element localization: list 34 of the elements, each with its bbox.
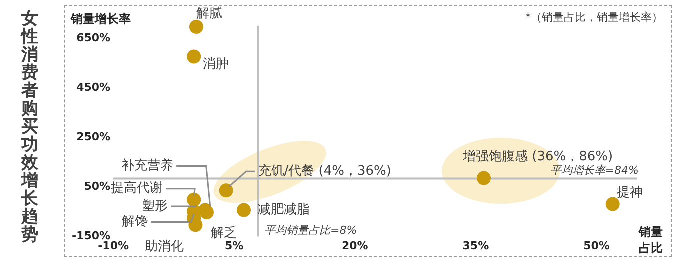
annotation: 增强饱腹感 (36%，86%) — [462, 150, 614, 165]
annotation: 助消化 — [145, 240, 184, 255]
x-tick-label: 35% — [462, 239, 490, 252]
y-tick-label: 250% — [76, 130, 111, 144]
x-axis-title: 销量占比 — [638, 224, 663, 255]
x-tick-label: 5% — [225, 239, 244, 252]
annotation: 解乏 — [210, 226, 237, 241]
annotation: 提高代谢 — [111, 180, 164, 196]
point — [188, 218, 203, 232]
annotation: 提神 — [616, 186, 643, 201]
point — [189, 20, 204, 34]
point — [606, 197, 620, 212]
ref-line-label: 平均增长率=84% — [550, 164, 639, 177]
y-axis-title: 销量增长率 — [70, 12, 131, 26]
annotation: 充饥/代餐 (4%，36%) — [258, 164, 392, 180]
x-tick-label: 50% — [584, 239, 610, 252]
annotation: 消肿 — [203, 57, 230, 72]
point — [187, 50, 202, 64]
point — [187, 192, 202, 207]
y-tick-label: 450% — [76, 80, 111, 94]
chart-title: 女性消费者购买功效增长趋势 — [22, 9, 38, 245]
annotation: 解馋 — [122, 214, 148, 230]
annotation: 塑形 — [142, 198, 168, 214]
annotation: 补充营养 — [121, 158, 174, 174]
point — [219, 184, 234, 198]
ref-line-label: 平均销量占比=8% — [264, 224, 358, 237]
annotation: 减肥减脂 — [258, 202, 310, 218]
y-tick-label: 650% — [76, 31, 111, 44]
point — [237, 203, 252, 218]
y-tick-label: 50% — [84, 180, 111, 194]
point — [476, 171, 491, 186]
x-tick-label: 20% — [342, 239, 368, 252]
annotation: 解腻 — [196, 6, 222, 22]
text: *（销量占比，销量增长率） — [526, 10, 663, 24]
